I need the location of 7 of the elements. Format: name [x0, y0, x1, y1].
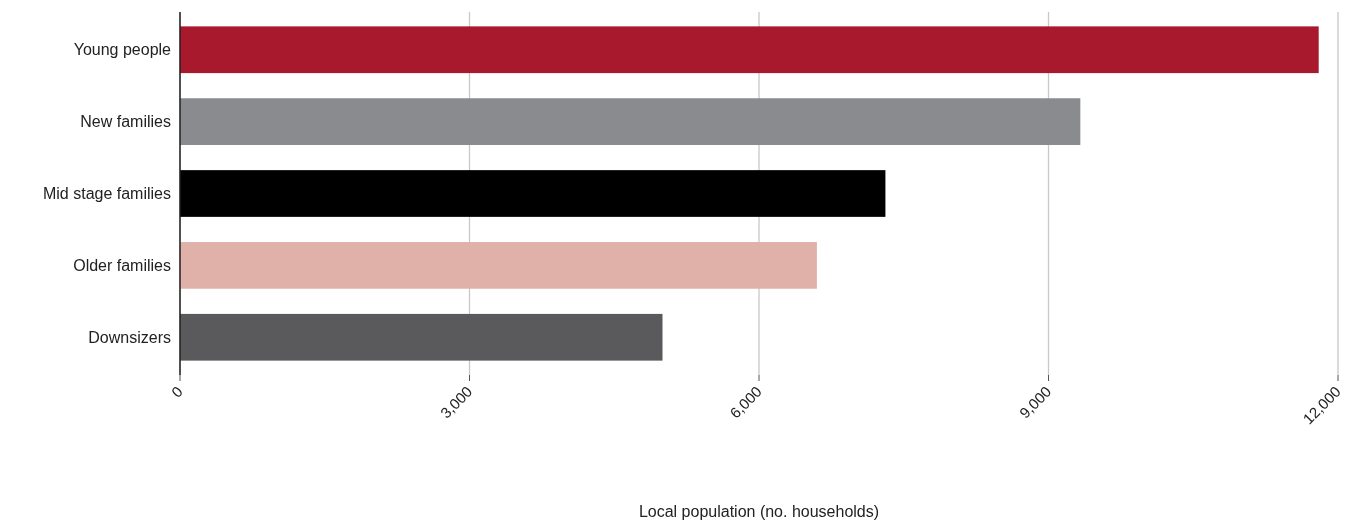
y-tick-label: New families [80, 113, 171, 131]
y-tick-label: Young people [73, 41, 172, 59]
x-tick-label: 0 [167, 382, 186, 401]
y-tick-label: Mid stage families [42, 185, 171, 203]
x-axis-title: Local population (no. households) [638, 503, 880, 520]
y-tick-label: Older families [73, 256, 171, 274]
y-tick-label: Downsizers [88, 328, 171, 346]
